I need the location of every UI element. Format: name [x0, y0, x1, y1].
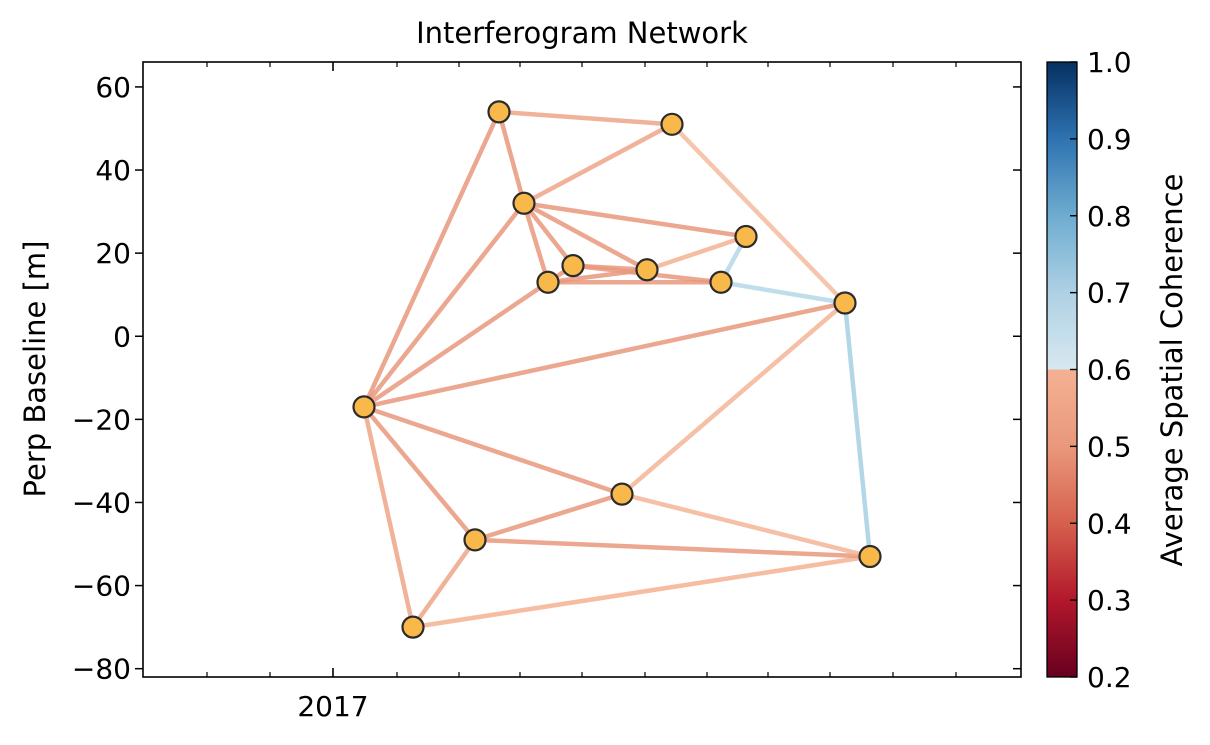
y-tick-label: 0 — [113, 320, 131, 353]
interferogram-line-E-L — [521, 201, 749, 239]
acquisition-point-M — [833, 291, 857, 315]
colorbar-tick-label: 0.8 — [1087, 200, 1132, 233]
interferogram-line-C-H — [472, 491, 625, 543]
interferogram-line-B-N — [410, 554, 873, 630]
interferogram-line-A-B — [361, 404, 416, 630]
interferogram-line-D-E — [496, 109, 527, 206]
interferogram-line-A-H — [361, 404, 625, 497]
acquisition-point-I — [635, 258, 659, 282]
acquisition-point-E — [512, 191, 536, 215]
interferogram-line-D-J — [496, 109, 675, 127]
colorbar-tick-label: 1.0 — [1087, 46, 1132, 79]
y-tick-label: −80 — [72, 653, 131, 686]
y-tick-label: −60 — [72, 570, 131, 603]
plot-frame — [142, 61, 1022, 678]
colorbar-tick-label: 0.6 — [1087, 354, 1132, 387]
acquisition-point-D — [487, 100, 511, 124]
colorbar-tick-label: 0.3 — [1087, 584, 1132, 617]
chart-title: Interferogram Network — [416, 16, 748, 50]
interferogram-line-M-N — [842, 300, 873, 559]
acquisition-points — [352, 100, 882, 639]
acquisition-point-H — [610, 482, 634, 506]
interferogram-line-B-C — [410, 537, 478, 630]
interferogram-line-I-L — [644, 234, 749, 273]
acquisition-point-G — [561, 254, 585, 278]
acquisition-point-B — [401, 615, 425, 639]
acquisition-point-A — [352, 395, 376, 419]
x-tick-label: 2017 — [297, 690, 368, 723]
interferogram-line-H-M — [619, 300, 848, 497]
colorbar-ticks: 1.0 0.9 0.8 0.7 0.6 0.5 0.4 0.3 0.2 — [1070, 46, 1132, 694]
acquisition-point-F — [536, 270, 560, 294]
acquisition-point-L — [734, 224, 758, 249]
colorbar-tick-label: 0.5 — [1087, 430, 1132, 463]
interferogram-line-A-D — [361, 109, 502, 410]
interferogram-line-E-G — [521, 201, 576, 268]
interferogram-lines — [361, 109, 873, 630]
y-tick-label: 40 — [95, 154, 131, 187]
y-tick-label: 20 — [95, 237, 131, 270]
interferogram-line-A-F — [361, 279, 551, 410]
colorbar-tick-label: 0.9 — [1087, 123, 1132, 156]
interferogram-line-A-C — [361, 404, 478, 543]
colorbar-tick-label: 0.2 — [1087, 661, 1132, 694]
interferogram-line-A-M — [361, 300, 848, 410]
interferogram-line-A-E — [361, 201, 527, 410]
interferogram-line-C-N — [472, 537, 873, 559]
y-axis-label: Perp Baseline [m] — [18, 241, 52, 498]
y-axis-ticks: 60 40 20 0 −20 −40 −60 −80 — [72, 71, 1021, 686]
y-tick-label: 60 — [95, 71, 131, 104]
y-tick-label: −40 — [72, 486, 131, 519]
acquisition-point-J — [660, 112, 684, 136]
colorbar-label: Average Spatial Coherence — [1155, 174, 1189, 567]
acquisition-point-C — [463, 528, 487, 552]
interferogram-line-E-J — [521, 122, 675, 206]
acquisition-point-N — [858, 544, 882, 569]
x-axis-ticks: 2017 — [206, 62, 957, 723]
interferogram-line-K-M — [718, 279, 848, 306]
interferogram-line-J-M — [669, 122, 848, 306]
interferogram-line-H-N — [619, 491, 873, 559]
colorbar-tick-label: 0.7 — [1087, 277, 1132, 310]
acquisition-point-K — [709, 270, 733, 294]
colorbar-tick-label: 0.4 — [1087, 507, 1132, 540]
interferogram-line-E-I — [521, 201, 650, 273]
y-tick-label: −20 — [72, 403, 131, 436]
interferogram-line-E-F — [521, 201, 551, 285]
